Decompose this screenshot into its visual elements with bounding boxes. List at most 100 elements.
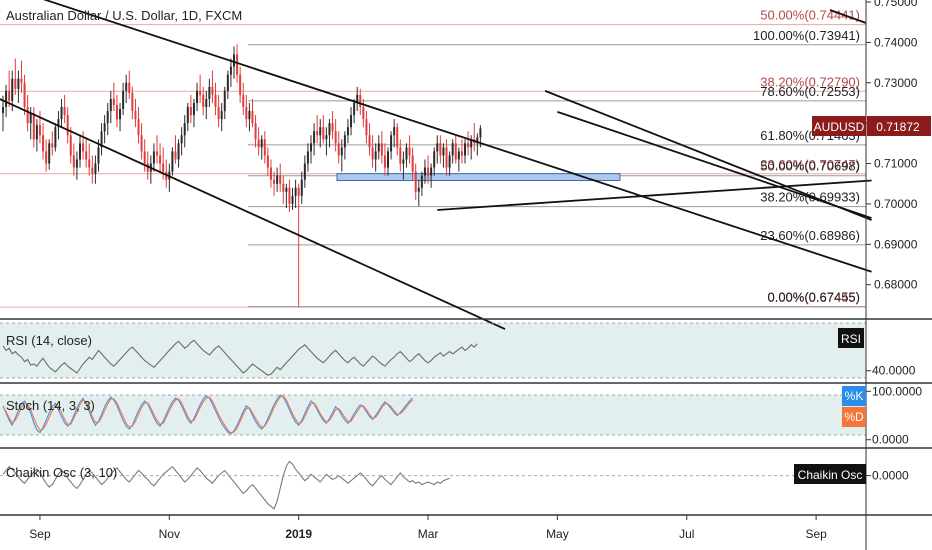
candle-body	[119, 109, 122, 120]
candle	[143, 139, 146, 172]
candle	[467, 131, 470, 156]
candle	[405, 143, 408, 168]
candle	[313, 123, 316, 156]
candle-body	[162, 163, 165, 172]
stoch-pane: 100.0000 0.0000	[0, 384, 922, 447]
candle	[399, 139, 402, 172]
candle	[214, 82, 217, 116]
y-tick-label: 0.70000	[874, 197, 918, 211]
candle	[411, 147, 414, 180]
candle-body	[393, 127, 396, 136]
candle-body	[220, 111, 223, 120]
candle-body	[183, 123, 186, 136]
chaikin-badge: Chaikin Osc	[798, 468, 863, 482]
candle	[63, 94, 66, 124]
candle	[460, 139, 463, 164]
candle	[371, 135, 374, 168]
y-tick-label: 0.71000	[874, 157, 918, 171]
candle	[288, 179, 291, 212]
candles	[2, 44, 482, 307]
candle-body	[273, 179, 276, 184]
candle	[325, 127, 328, 156]
candle-body	[448, 155, 451, 168]
candle	[2, 95, 4, 132]
candle-body	[433, 151, 436, 168]
candle	[316, 115, 319, 144]
candle-body	[291, 195, 294, 204]
candle	[427, 155, 430, 184]
candle-body	[8, 90, 11, 101]
candle	[282, 175, 285, 204]
x-tick-label: Nov	[159, 527, 180, 541]
candle	[54, 123, 57, 152]
candle	[171, 147, 174, 176]
last-price-badge: 0.71872	[876, 120, 920, 134]
candle-body	[233, 54, 235, 67]
candle	[377, 135, 380, 160]
x-tick-label: Sep	[805, 527, 827, 541]
x-tick-label: Mar	[418, 527, 439, 541]
candle-body	[457, 151, 460, 160]
candle	[122, 82, 125, 116]
axes: 0.750000.740000.730000.720000.710000.700…	[29, 0, 917, 541]
candle	[159, 143, 162, 172]
candle	[8, 70, 11, 108]
candle	[439, 135, 442, 164]
trend-line	[437, 179, 872, 211]
trend-line	[0, 98, 506, 330]
candle-body	[91, 167, 94, 174]
candle	[408, 135, 411, 164]
candle	[346, 119, 349, 144]
candle-body	[356, 94, 359, 103]
candle-body	[66, 115, 69, 136]
candle-body	[229, 66, 232, 75]
candle-body	[29, 113, 32, 124]
candle	[454, 135, 457, 164]
candle-body	[316, 131, 319, 136]
candle-body	[279, 175, 282, 184]
candle-body	[390, 135, 393, 152]
x-tick-label: Sep	[29, 527, 51, 541]
candle	[353, 98, 356, 124]
candle	[137, 107, 140, 144]
candle-body	[266, 155, 269, 168]
candle-body	[313, 131, 316, 144]
candle	[337, 131, 340, 164]
candle	[310, 135, 312, 164]
candle-body	[14, 78, 17, 89]
candle-body	[208, 86, 211, 99]
candle-body	[294, 187, 297, 196]
candle-body	[51, 143, 54, 148]
candle-body	[343, 135, 346, 148]
candle-body	[223, 90, 226, 112]
candle	[131, 86, 134, 120]
fib-label: 100.00%(0.73941)	[753, 28, 860, 43]
candle	[196, 82, 199, 112]
candle	[251, 98, 254, 128]
candle	[374, 143, 377, 172]
candle	[23, 74, 26, 116]
candle	[72, 143, 75, 176]
stoch-line-d	[2, 395, 413, 434]
chaikin-badge-bg	[794, 464, 866, 484]
candle-body	[100, 131, 103, 148]
candle	[303, 155, 306, 188]
candle-body	[242, 94, 245, 108]
candle	[396, 123, 399, 156]
candle-body	[454, 143, 457, 160]
candle	[17, 70, 20, 103]
candle	[393, 119, 396, 148]
candle-body	[288, 187, 291, 204]
candle	[442, 143, 445, 168]
d-badge: %D	[844, 410, 864, 424]
x-tick-label: Jul	[679, 527, 694, 541]
candle-body	[226, 74, 229, 91]
trend-line	[557, 110, 872, 219]
candle-body	[371, 147, 374, 160]
fib-label: 23.60%(0.68986)	[760, 228, 860, 243]
candle-body	[328, 123, 331, 136]
candle-body	[427, 167, 430, 176]
candle-body	[32, 113, 35, 140]
candle-body	[189, 107, 192, 116]
candle-body	[63, 107, 66, 116]
